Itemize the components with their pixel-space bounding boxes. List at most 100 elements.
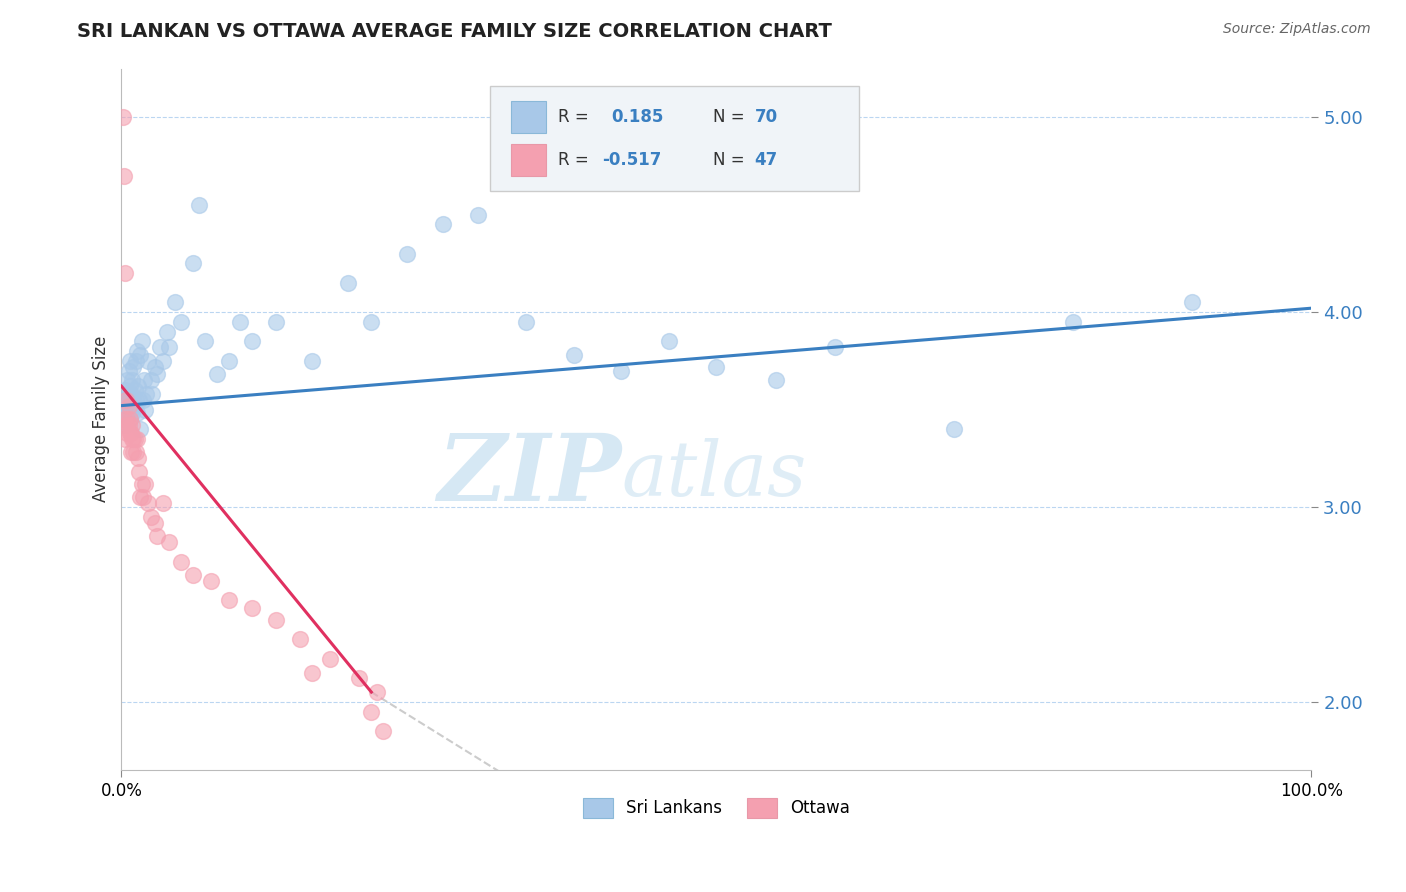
Text: 0.185: 0.185 (612, 108, 664, 126)
Point (170, 315, 193, 329)
Point (152, 496, 174, 510)
Text: Source: ZipAtlas.com: Source: ZipAtlas.com (1223, 22, 1371, 37)
Point (125, 445, 148, 459)
Point (373, 724, 395, 739)
Text: atlas: atlas (621, 438, 807, 512)
Point (121, 373, 143, 387)
Point (125, 392, 148, 407)
Text: 70: 70 (755, 108, 778, 126)
Point (132, 373, 155, 387)
Point (360, 705, 382, 719)
Point (765, 373, 787, 387)
Point (129, 422, 152, 436)
Point (131, 334, 153, 349)
Point (125, 353, 148, 368)
Point (122, 392, 145, 407)
Point (131, 476, 153, 491)
Point (229, 315, 252, 329)
Point (132, 392, 155, 407)
Point (129, 348, 152, 362)
Point (114, 266, 136, 280)
Legend: Sri Lankans, Ottawa: Sri Lankans, Ottawa (576, 791, 856, 825)
Point (115, 392, 138, 407)
Point (121, 432, 143, 446)
Point (143, 516, 166, 530)
Point (135, 387, 157, 401)
Point (824, 340, 846, 354)
Point (163, 295, 186, 310)
Point (117, 399, 139, 413)
Point (395, 246, 418, 260)
Bar (510, 102, 546, 133)
Point (432, 218, 454, 232)
Y-axis label: Average Family Size: Average Family Size (93, 336, 110, 502)
Point (181, 568, 204, 582)
Text: -0.517: -0.517 (602, 152, 662, 169)
Point (141, 387, 163, 401)
Point (128, 392, 150, 407)
Point (112, 392, 135, 407)
Point (515, 315, 537, 329)
Point (264, 613, 287, 627)
Point (943, 422, 966, 436)
Point (127, 451, 149, 466)
Point (360, 315, 382, 329)
Point (148, 340, 170, 354)
Point (170, 554, 193, 568)
Point (114, 418, 136, 433)
Point (134, 476, 156, 491)
Text: SRI LANKAN VS OTTAWA AVERAGE FAMILY SIZE CORRELATION CHART: SRI LANKAN VS OTTAWA AVERAGE FAMILY SIZE… (77, 22, 832, 41)
Point (120, 425, 142, 440)
Point (562, 348, 585, 362)
Bar (510, 145, 546, 176)
Point (200, 574, 222, 588)
Point (156, 325, 179, 339)
Point (366, 685, 388, 699)
Point (118, 379, 141, 393)
Point (120, 402, 142, 417)
Point (318, 652, 340, 666)
Point (157, 535, 180, 549)
Point (115, 406, 138, 420)
Point (117, 399, 139, 413)
FancyBboxPatch shape (491, 86, 859, 191)
Point (1181, 295, 1204, 310)
Point (112, 169, 135, 183)
Point (117, 418, 139, 433)
Point (240, 334, 263, 349)
Point (349, 672, 371, 686)
Point (127, 379, 149, 393)
Point (141, 509, 163, 524)
Point (117, 402, 139, 417)
Text: R =: R = (558, 152, 595, 169)
Point (124, 383, 146, 397)
Point (121, 406, 143, 420)
Point (194, 334, 217, 349)
Point (336, 276, 359, 290)
Point (288, 632, 311, 647)
Point (122, 359, 145, 374)
Point (132, 490, 155, 504)
Point (187, 198, 209, 212)
Point (218, 353, 240, 368)
Point (120, 445, 142, 459)
Point (181, 256, 204, 270)
Point (125, 406, 148, 420)
Point (157, 340, 180, 354)
Text: ZIP: ZIP (437, 430, 621, 520)
Point (301, 665, 323, 680)
Point (706, 359, 728, 374)
Point (121, 418, 143, 433)
Point (115, 418, 138, 433)
Point (129, 490, 152, 504)
Point (118, 412, 141, 426)
Point (124, 432, 146, 446)
Point (610, 363, 633, 377)
Point (117, 387, 139, 401)
Point (264, 315, 287, 329)
Point (112, 412, 135, 426)
Point (117, 412, 139, 426)
Point (125, 344, 148, 359)
Point (141, 373, 163, 387)
Point (218, 593, 240, 607)
